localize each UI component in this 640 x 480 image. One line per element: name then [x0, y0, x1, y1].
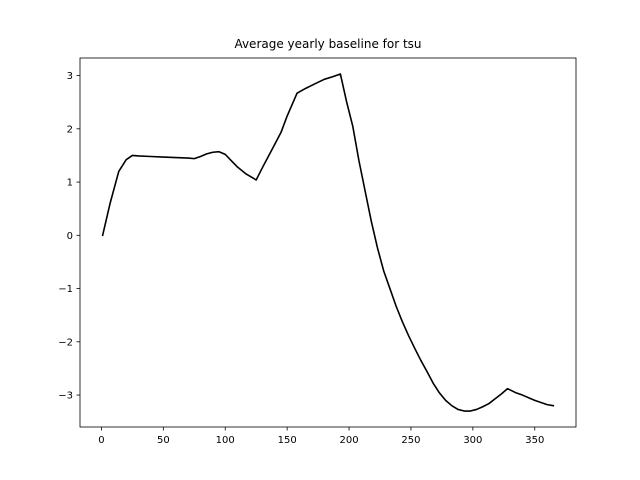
y-tick-label: 0 [67, 231, 73, 242]
x-axis: 0 50 100 150 200 250 300 350 [98, 427, 544, 446]
y-tick-label: −3 [58, 391, 73, 402]
series-line [101, 73, 555, 412]
x-tick-label: 200 [340, 435, 359, 446]
x-tick-label: 0 [98, 435, 104, 446]
plot-area [101, 73, 555, 412]
chart-title: Average yearly baseline for tsu [234, 37, 421, 51]
y-tick-label: −2 [58, 337, 73, 348]
y-tick-label: −1 [58, 284, 73, 295]
y-tick-label: 1 [67, 178, 73, 189]
axes-frame [79, 57, 577, 428]
x-tick-label: 50 [157, 435, 170, 446]
y-tick-label: 2 [67, 124, 73, 135]
x-tick-label: 250 [401, 435, 420, 446]
x-tick-label: 150 [278, 435, 297, 446]
y-tick-label: 3 [67, 71, 73, 82]
x-tick-label: 350 [525, 435, 544, 446]
x-tick-label: 100 [216, 435, 235, 446]
x-tick-label: 300 [463, 435, 482, 446]
y-axis: 3 2 1 0 −1 −2 −3 [58, 71, 80, 402]
